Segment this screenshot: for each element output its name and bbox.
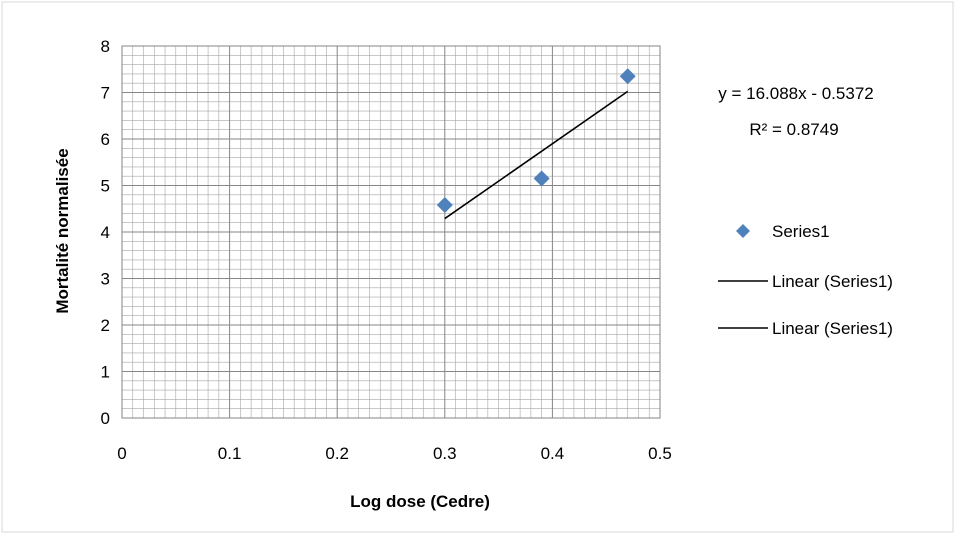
x-tick-label: 0.4 [541, 444, 565, 463]
plot-area-border [121, 45, 661, 419]
trendline-r-squared: R² = 0.8749 [749, 120, 838, 139]
x-axis-title: Log dose (Cedre) [350, 492, 490, 511]
y-tick-label: 8 [101, 37, 110, 56]
legend-label-series1: Series1 [772, 222, 830, 241]
y-tick-label: 6 [101, 130, 110, 149]
data-point [619, 68, 636, 85]
y-tick-label: 7 [101, 84, 110, 103]
x-tick-label: 0.5 [648, 444, 672, 463]
y-tick-label: 5 [101, 177, 110, 196]
data-point [436, 197, 453, 214]
x-tick-label: 0.1 [218, 444, 242, 463]
legend-marker-series1 [736, 224, 750, 238]
y-tick-label: 0 [101, 409, 110, 428]
y-tick-label: 1 [101, 363, 110, 382]
y-axis-ticks: 0 1 2 3 4 5 6 7 8 [101, 37, 110, 428]
y-tick-label: 2 [101, 316, 110, 335]
x-tick-label: 0.3 [433, 444, 457, 463]
legend-label-linear-1: Linear (Series1) [772, 272, 893, 291]
legend: Series1 Linear (Series1) Linear (Series1… [718, 222, 893, 338]
data-point [533, 170, 550, 187]
legend-label-linear-2: Linear (Series1) [772, 319, 893, 338]
y-axis-title: Mortalité normalisée [53, 148, 72, 313]
trendline-equation: y = 16.088x - 0.5372 [718, 84, 873, 103]
trendline [444, 90, 629, 220]
x-tick-label: 0 [117, 444, 126, 463]
y-tick-label: 4 [101, 223, 110, 242]
x-tick-label: 0.2 [325, 444, 349, 463]
x-axis-ticks: 0 0.1 0.2 0.3 0.4 0.5 [117, 444, 672, 463]
series1-points [436, 68, 636, 214]
y-tick-label: 3 [101, 270, 110, 289]
